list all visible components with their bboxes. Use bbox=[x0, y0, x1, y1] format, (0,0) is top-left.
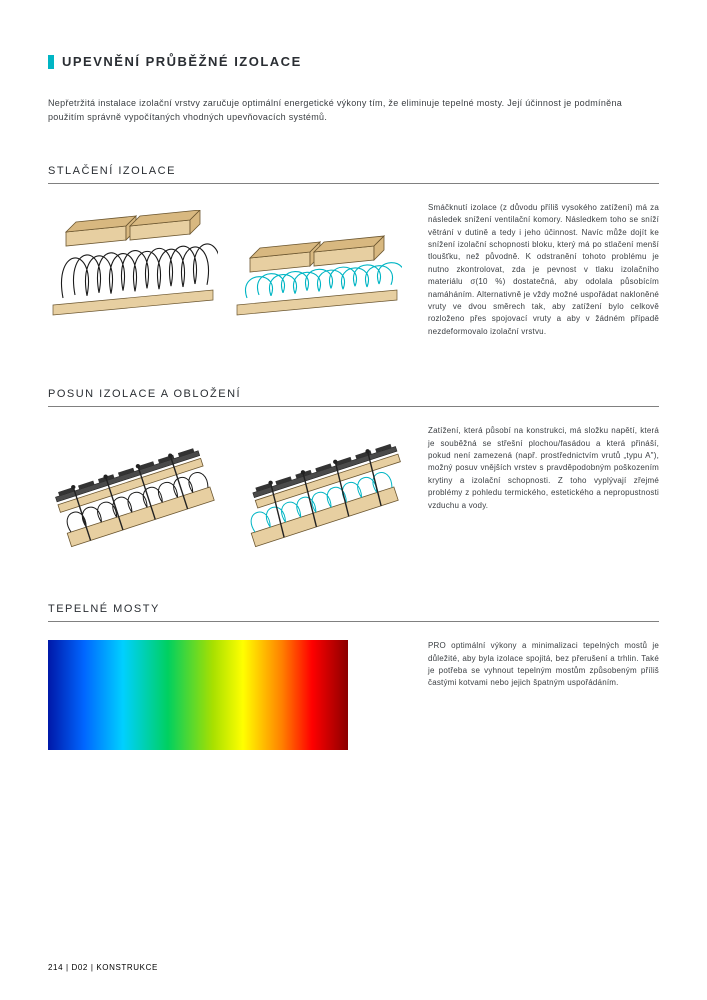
intro-text: Nepřetržitá instalace izolační vrstvy za… bbox=[48, 97, 658, 125]
accent-bar bbox=[48, 55, 54, 69]
section-body: Zatížení, která působí na konstrukci, má… bbox=[428, 425, 659, 512]
page-title-row: UPEVNĚNÍ PRŮBĚŽNÉ IZOLACE bbox=[48, 54, 659, 69]
section-rule bbox=[48, 406, 659, 407]
section-title: TEPELNÉ MOSTY bbox=[48, 603, 659, 615]
diagram-wool-uncompressed bbox=[48, 210, 218, 320]
section-body: PRO optimální výkony a minimalizaci tepe… bbox=[428, 640, 659, 690]
figure-compression bbox=[48, 202, 408, 320]
footer-mid: D02 bbox=[72, 963, 88, 972]
section-shift: POSUN IZOLACE A OBLOŽENÍ Zatížení, která… bbox=[48, 388, 659, 553]
figure-spectrum bbox=[48, 640, 348, 750]
section-body: Smáčknutí izolace (z důvodu příliš vysok… bbox=[428, 202, 659, 338]
section-title: POSUN IZOLACE A OBLOŽENÍ bbox=[48, 388, 659, 400]
section-title: STLAČENÍ IZOLACE bbox=[48, 165, 659, 177]
section-rule bbox=[48, 183, 659, 184]
page-footer: 214 | D02 | KONSTRUKCE bbox=[48, 963, 158, 972]
section-thermal-bridges: TEPELNÉ MOSTY PRO optimální výkony a min… bbox=[48, 603, 659, 750]
diagram-wool-compressed bbox=[232, 210, 402, 320]
page-title: UPEVNĚNÍ PRŮBĚŽNÉ IZOLACE bbox=[62, 54, 302, 69]
section-rule bbox=[48, 621, 659, 622]
footer-tail: KONSTRUKCE bbox=[96, 963, 158, 972]
section-compression: STLAČENÍ IZOLACE Smáčknutí izolace (z dů… bbox=[48, 165, 659, 338]
footer-page: 214 bbox=[48, 963, 63, 972]
diagram-roof-normal bbox=[48, 433, 218, 553]
diagram-roof-shifted bbox=[232, 433, 402, 553]
figure-shift bbox=[48, 425, 408, 553]
spectrum-gradient bbox=[48, 640, 348, 750]
